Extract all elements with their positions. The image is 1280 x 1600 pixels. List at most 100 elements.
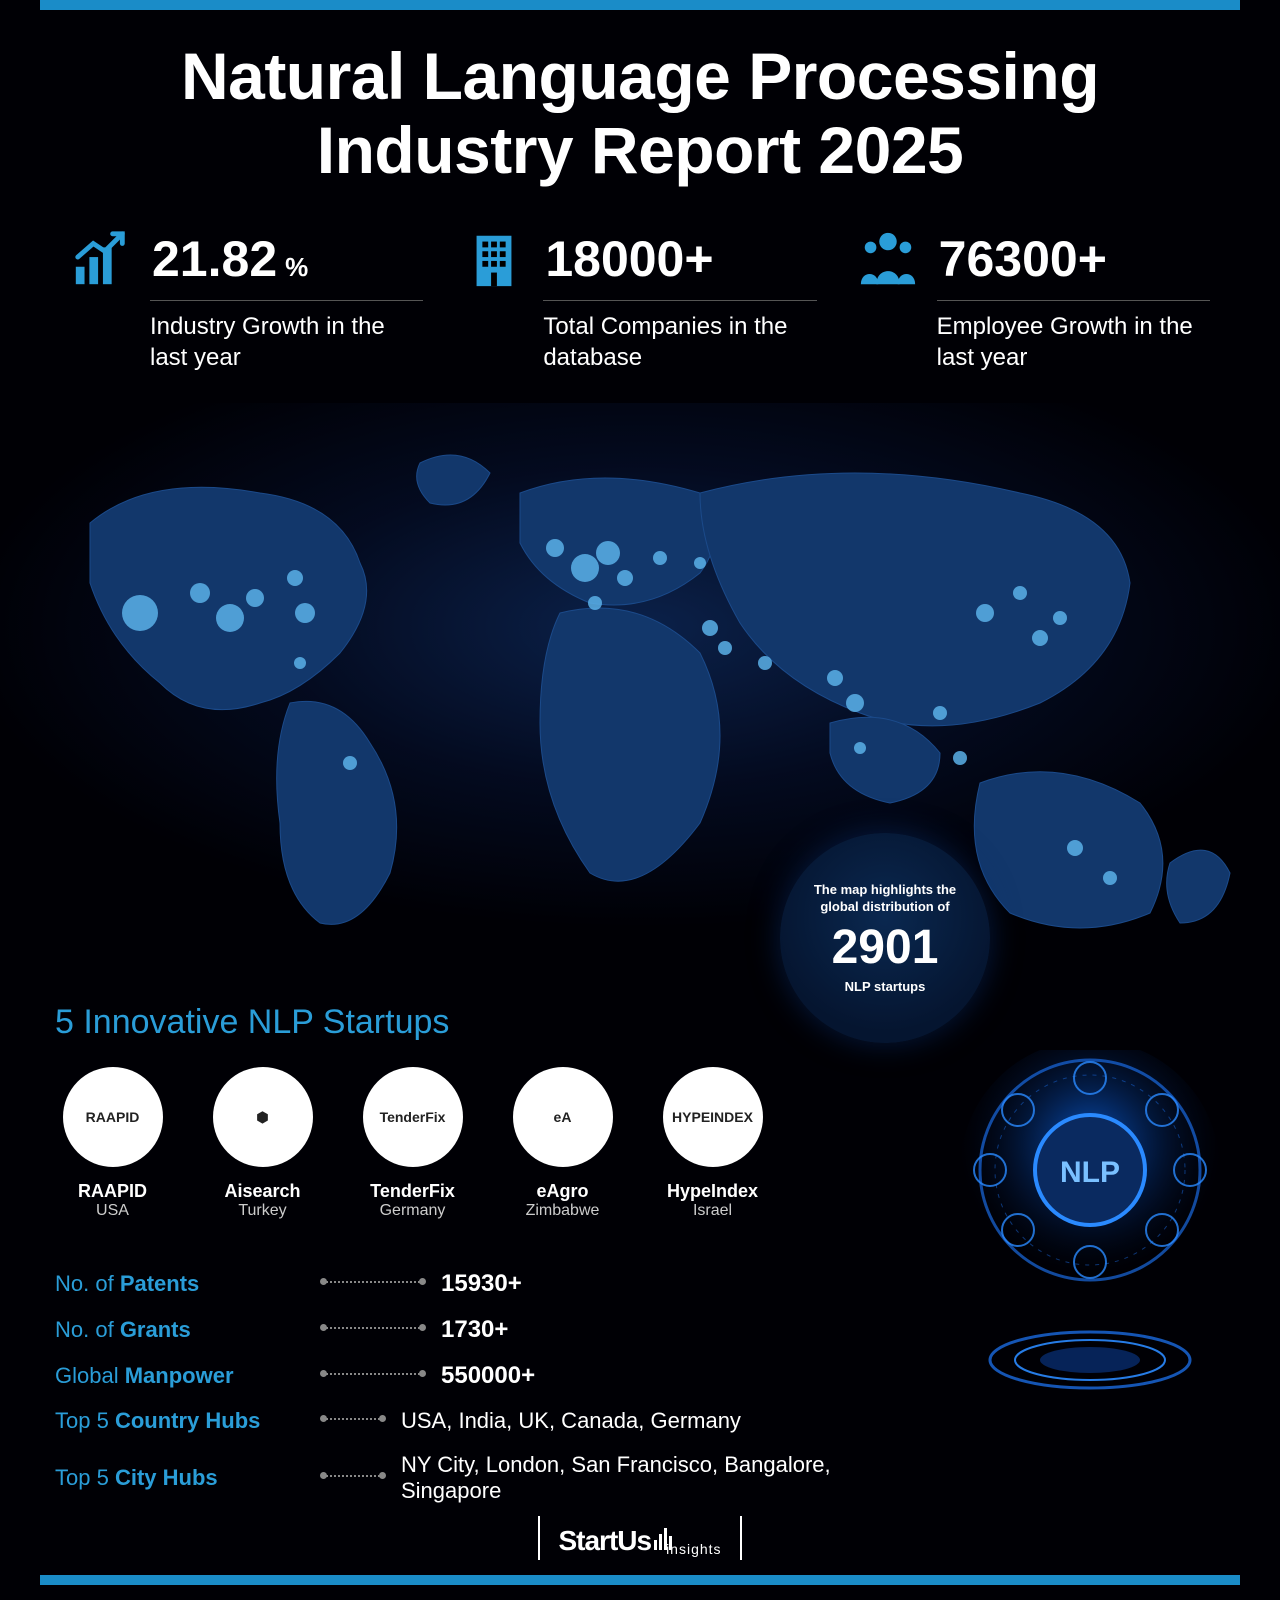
metric-label: Employee Growth in the last year bbox=[937, 311, 1210, 373]
startup-country: Germany bbox=[355, 1202, 470, 1220]
stat-label: Global Manpower bbox=[55, 1363, 305, 1389]
startup-country: Zimbabwe bbox=[505, 1202, 620, 1220]
metric-unit: % bbox=[285, 252, 308, 283]
map-dot bbox=[1103, 871, 1117, 885]
map-dot bbox=[343, 756, 357, 770]
footer-sub: insights bbox=[666, 1541, 721, 1557]
startup-item: ⬢ AisearchTurkey bbox=[205, 1067, 320, 1220]
metric-value: 18000+ bbox=[545, 230, 713, 288]
map-dot bbox=[571, 554, 599, 582]
startup-item: RAAPIDRAAPIDUSA bbox=[55, 1067, 170, 1220]
map-dot bbox=[216, 604, 244, 632]
stat-dots bbox=[323, 1373, 423, 1375]
startup-logo: RAAPID bbox=[63, 1067, 163, 1167]
startup-logo: ⬢ bbox=[213, 1067, 313, 1167]
badge-top-text: The map highlights the global distributi… bbox=[800, 882, 970, 916]
stat-value: 1730+ bbox=[441, 1316, 508, 1344]
map-dot bbox=[1053, 611, 1067, 625]
stat-row: Global Manpower 550000+ bbox=[55, 1362, 875, 1390]
map-badge: The map highlights the global distributi… bbox=[780, 833, 990, 1043]
startup-country: Israel bbox=[655, 1202, 770, 1220]
top-accent-bar bbox=[40, 0, 1240, 10]
map-dot bbox=[546, 539, 564, 557]
map-dot bbox=[294, 657, 306, 669]
stat-label: No. of Grants bbox=[55, 1317, 305, 1343]
map-dot bbox=[122, 595, 158, 631]
stat-row: No. of Patents 15930+ bbox=[55, 1270, 875, 1298]
map-dot bbox=[854, 742, 866, 754]
metric-employees: 76300+ Employee Growth in the last year bbox=[857, 228, 1210, 373]
map-dot bbox=[694, 557, 706, 569]
stat-value: 15930+ bbox=[441, 1270, 522, 1298]
stat-row: No. of Grants 1730+ bbox=[55, 1316, 875, 1344]
stat-dots bbox=[323, 1327, 423, 1329]
startup-item: eA eAgroZimbabwe bbox=[505, 1067, 620, 1220]
people-icon bbox=[857, 228, 919, 290]
map-svg bbox=[0, 403, 1280, 963]
map-dot bbox=[933, 706, 947, 720]
world-map: The map highlights the global distributi… bbox=[0, 403, 1280, 963]
stat-value: 550000+ bbox=[441, 1362, 535, 1390]
stat-row: Top 5 Country Hubs USA, India, UK, Canada… bbox=[55, 1408, 875, 1434]
footer: StartUs insights bbox=[0, 1516, 1280, 1560]
startup-logo: HYPEINDEX bbox=[663, 1067, 763, 1167]
metrics-row: 21.82 % Industry Growth in the last year… bbox=[0, 228, 1280, 373]
map-dot bbox=[295, 603, 315, 623]
map-dot bbox=[758, 656, 772, 670]
map-dot bbox=[588, 596, 602, 610]
map-dot bbox=[246, 589, 264, 607]
map-dot bbox=[1032, 630, 1048, 646]
map-dot bbox=[718, 641, 732, 655]
metric-value: 21.82 bbox=[152, 230, 277, 288]
map-dot bbox=[1013, 586, 1027, 600]
startup-country: Turkey bbox=[205, 1202, 320, 1220]
stat-label: Top 5 City Hubs bbox=[55, 1465, 305, 1491]
startup-logo: TenderFix bbox=[363, 1067, 463, 1167]
page-title: Natural Language Processing Industry Rep… bbox=[40, 40, 1240, 188]
metric-label: Industry Growth in the last year bbox=[150, 311, 423, 373]
map-dot bbox=[702, 620, 718, 636]
metric-value: 76300+ bbox=[939, 230, 1107, 288]
startup-country: USA bbox=[55, 1202, 170, 1220]
map-dot bbox=[190, 583, 210, 603]
map-dot bbox=[617, 570, 633, 586]
map-dot bbox=[953, 751, 967, 765]
metric-companies: 18000+ Total Companies in the database bbox=[463, 228, 816, 373]
stat-label: Top 5 Country Hubs bbox=[55, 1408, 305, 1434]
map-dot bbox=[287, 570, 303, 586]
badge-value: 2901 bbox=[832, 920, 939, 975]
title-line-1: Natural Language Processing bbox=[181, 39, 1099, 113]
startups-row: RAAPIDRAAPIDUSA⬢AisearchTurkeyTenderFixT… bbox=[0, 1067, 1280, 1220]
metric-growth: 21.82 % Industry Growth in the last year bbox=[70, 228, 423, 373]
startup-name: eAgro bbox=[505, 1181, 620, 1202]
map-dot bbox=[827, 670, 843, 686]
startup-item: HYPEINDEX HypeIndexIsrael bbox=[655, 1067, 770, 1220]
map-dot bbox=[596, 541, 620, 565]
stat-row: Top 5 City Hubs NY City, London, San Fran… bbox=[55, 1452, 875, 1504]
startup-name: Aisearch bbox=[205, 1181, 320, 1202]
map-dot bbox=[653, 551, 667, 565]
chart-up-icon bbox=[70, 228, 132, 290]
map-dot bbox=[846, 694, 864, 712]
startup-name: HypeIndex bbox=[655, 1181, 770, 1202]
startup-item: TenderFixTenderFixGermany bbox=[355, 1067, 470, 1220]
badge-bottom-text: NLP startups bbox=[845, 979, 926, 994]
startup-name: RAAPID bbox=[55, 1181, 170, 1202]
footer-brand: StartUs bbox=[558, 1525, 672, 1557]
stat-value: USA, India, UK, Canada, Germany bbox=[401, 1408, 741, 1434]
stat-dots bbox=[323, 1418, 383, 1420]
stats-list: No. of Patents 15930+ No. of Grants 1730+ Gl… bbox=[55, 1270, 875, 1504]
stat-label: No. of Patents bbox=[55, 1271, 305, 1297]
startups-heading: 5 Innovative NLP Startups bbox=[55, 1003, 1280, 1042]
metric-label: Total Companies in the database bbox=[543, 311, 816, 373]
title-line-2: Industry Report 2025 bbox=[317, 113, 964, 187]
map-dot bbox=[1067, 840, 1083, 856]
map-dot bbox=[976, 604, 994, 622]
startup-name: TenderFix bbox=[355, 1181, 470, 1202]
bottom-accent-bar bbox=[40, 1575, 1240, 1585]
stat-dots bbox=[323, 1475, 383, 1477]
stat-dots bbox=[323, 1281, 423, 1283]
building-icon bbox=[463, 228, 525, 290]
startup-logo: eA bbox=[513, 1067, 613, 1167]
stat-value: NY City, London, San Francisco, Bangalor… bbox=[401, 1452, 875, 1504]
